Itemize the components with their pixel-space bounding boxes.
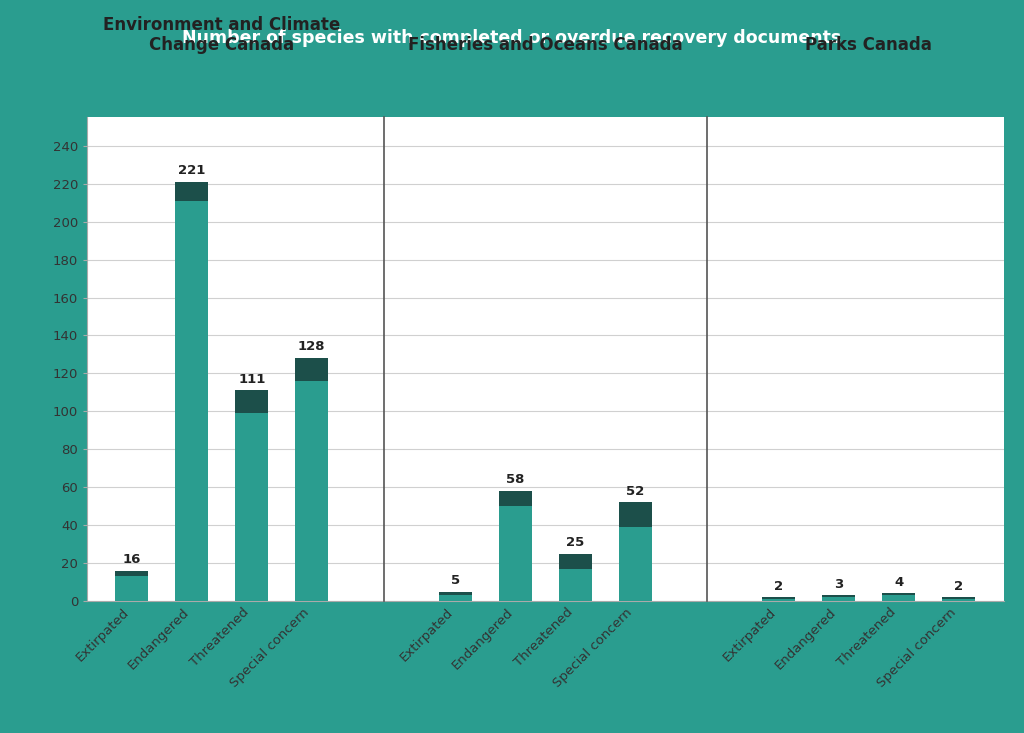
Bar [295, 358, 328, 381]
Text: 128: 128 [298, 340, 326, 353]
Text: 5: 5 [451, 574, 460, 587]
Bar [763, 597, 796, 599]
Bar [883, 594, 915, 595]
Bar [236, 413, 268, 601]
Bar [559, 553, 592, 569]
Bar [295, 381, 328, 601]
Text: 2: 2 [954, 580, 964, 592]
Text: 16: 16 [123, 553, 141, 566]
Bar [942, 597, 975, 599]
Bar [116, 576, 148, 601]
Bar [439, 595, 472, 601]
Bar [559, 569, 592, 601]
Bar [439, 592, 472, 595]
Bar [618, 502, 651, 527]
Bar [175, 201, 208, 601]
Bar [883, 595, 915, 601]
Text: 3: 3 [835, 578, 844, 591]
Text: 52: 52 [626, 485, 644, 498]
Bar [175, 182, 208, 201]
Text: Number of species with completed or overdue recovery documents: Number of species with completed or over… [182, 29, 842, 48]
Bar [499, 491, 531, 507]
Bar [618, 527, 651, 601]
Text: 58: 58 [506, 474, 524, 486]
Bar [236, 391, 268, 413]
Bar [116, 571, 148, 576]
Bar [499, 507, 531, 601]
Text: 4: 4 [894, 575, 903, 589]
Bar [822, 595, 855, 597]
Text: Environment and Climate
Change Canada: Environment and Climate Change Canada [103, 15, 340, 54]
Text: 2: 2 [774, 580, 783, 592]
Text: Parks Canada: Parks Canada [805, 37, 932, 54]
Text: 221: 221 [178, 164, 206, 177]
Text: 25: 25 [566, 536, 585, 549]
Text: Fisheries and Oceans Canada: Fisheries and Oceans Canada [408, 37, 683, 54]
Bar [942, 599, 975, 601]
Text: 111: 111 [238, 372, 265, 386]
Bar [763, 599, 796, 601]
Bar [822, 597, 855, 601]
